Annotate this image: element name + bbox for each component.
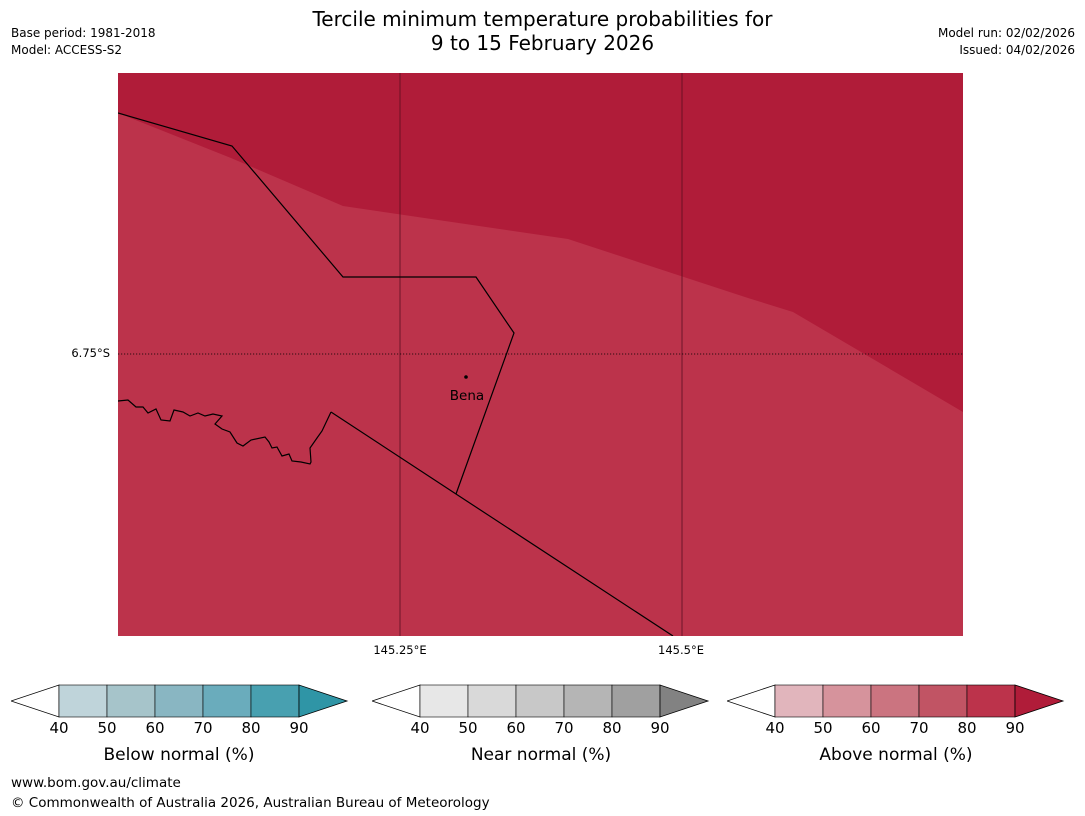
issued-text: Issued: 04/02/2026 [959,43,1075,57]
footer-url[interactable]: www.bom.gov.au/climate [11,775,181,791]
bena-label: Bena [450,388,484,404]
colorbar-below-extend-high [298,684,349,718]
forecast-map[interactable]: Bena [118,73,963,636]
colorbar-below-swatch [106,684,156,718]
colorbar-near-swatch [563,684,613,718]
colorbar-above-extend-high [1014,684,1065,718]
colorbar-swatches-near [370,684,710,718]
colorbar-above-tick-label: 50 [813,719,833,737]
colorbar-above-swatch [870,684,920,718]
metadata-right: Model run: 02/02/2026 Issued: 04/02/2026 [938,25,1075,59]
graticule [118,73,963,636]
colorbar-above-swatch [822,684,872,718]
longitude-label-145-5: 145.5°E [658,643,704,657]
colorbar-below-tick-label: 90 [289,719,309,737]
colorbar-near-tick-label: 70 [554,719,574,737]
colorbar-above-extend-low [725,684,776,718]
colorbar-above-swatch [918,684,968,718]
colorbar-above-tick-label: 80 [957,719,977,737]
colorbar-above-tick-label: 40 [765,719,785,737]
colorbar-below-swatch [154,684,204,718]
province-boundary [118,112,515,495]
latitude-label: 6.75°S [71,346,110,360]
colorbar-near-swatch [611,684,661,718]
colorbar-near-swatch [515,684,565,718]
map-title: Tercile minimum temperature probabilitie… [0,7,1085,55]
colorbar-near-tick-label: 40 [410,719,430,737]
metadata-left: Base period: 1981-2018 Model: ACCESS-S2 [11,25,156,59]
colorbar-below-extend-low [9,684,60,718]
colorbar-below-swatch [202,684,252,718]
boundary-lines [118,112,674,636]
colorbar-below-normal [9,684,349,724]
colorbar-above-tick-label: 60 [861,719,881,737]
colorbar-label-near: Near normal (%) [470,745,612,765]
colorbar-near-swatch [467,684,517,718]
colorbar-near-normal [370,684,710,724]
colorbar-below-swatch [250,684,300,718]
colorbar-below-tick-label: 80 [241,719,261,737]
colorbar-above-swatch [966,684,1016,718]
colorbar-below-tick-label: 70 [193,719,213,737]
colorbar-label-below: Below normal (%) [103,745,255,765]
probability-region-above-90 [118,73,963,412]
colorbar-above-tick-label: 90 [1005,719,1025,737]
model-run-text: Model run: 02/02/2026 [937,26,1075,40]
colorbar-above-swatch [774,684,824,718]
base-period-text: Base period: 1981-2018 [11,26,156,40]
colorbar-near-tick-label: 50 [458,719,478,737]
colorbar-near-extend-low [370,684,421,718]
title-line-1: Tercile minimum temperature probabilitie… [312,7,773,31]
model-text: Model: ACCESS-S2 [11,43,123,57]
colorbar-swatches-below [9,684,349,718]
colorbar-near-tick-label: 90 [650,719,670,737]
colorbar-below-tick-label: 40 [49,719,69,737]
colorbar-below-swatch [58,684,108,718]
colorbar-above-normal [725,684,1065,724]
colorbar-near-extend-high [659,684,710,718]
colorbar-below-tick-label: 60 [145,719,165,737]
coastline-west [118,399,332,465]
colorbar-label-above: Above normal (%) [819,745,973,765]
title-line-2: 9 to 15 February 2026 [430,31,655,55]
colorbar-above-tick-label: 70 [909,719,929,737]
colorbar-swatches-above [725,684,1065,718]
colorbar-near-tick-label: 80 [602,719,622,737]
footer-copyright: © Commonwealth of Australia 2026, Austra… [11,795,490,811]
colorbar-below-tick-label: 50 [97,719,117,737]
province-boundary-south [330,411,674,636]
longitude-label-145-25: 145.25°E [373,643,427,657]
colorbar-near-swatch [419,684,469,718]
colorbar-near-tick-label: 60 [506,719,526,737]
bena-marker[interactable] [464,375,468,379]
